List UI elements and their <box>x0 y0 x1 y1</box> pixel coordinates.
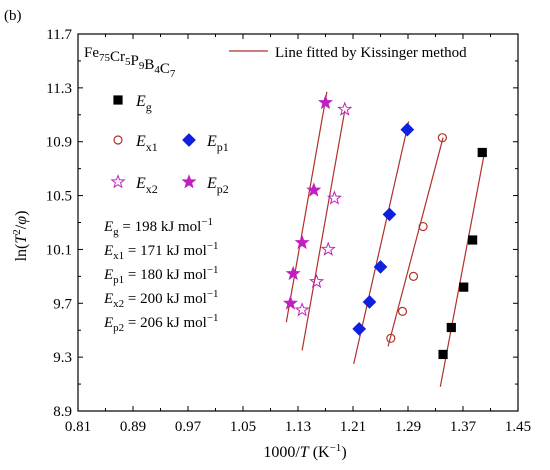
legend-marker-ep2 <box>181 174 197 189</box>
x-tick-label: 1.13 <box>285 419 311 435</box>
x-tick-label: 1.29 <box>395 419 421 435</box>
legend-label-ex2: Ex2 <box>135 175 158 196</box>
point-ep1 <box>400 122 415 137</box>
point-ep2 <box>282 295 298 310</box>
fit-line-ep2 <box>285 91 328 323</box>
point-ep1 <box>373 260 388 274</box>
point-ex2 <box>326 190 342 205</box>
point-ep2 <box>285 265 301 281</box>
fit-legend-label: Line fitted by Kissinger method <box>275 45 467 61</box>
data-points <box>282 94 487 360</box>
x-tick-label: 0.97 <box>175 419 202 435</box>
fit-line-eg <box>439 149 486 387</box>
legend-marker-ex1 <box>113 135 123 145</box>
y-tick-label: 10.9 <box>46 135 72 151</box>
fit-line-ep1 <box>353 121 410 365</box>
legend-marker-ex2 <box>110 174 126 189</box>
legend-item-eg: Eg <box>113 93 152 114</box>
y-axis-label: ln(T2/φ) <box>11 211 30 262</box>
y-tick-label: 10.5 <box>46 189 72 205</box>
marker-legend: Eg Ex1 Ep1 Ex2 Ep2 <box>110 93 229 196</box>
y-tick-label: 8.9 <box>53 404 72 420</box>
point-eg <box>459 282 469 292</box>
point-ep1 <box>362 295 377 309</box>
legend-item-ex2: Ex2 <box>110 174 158 196</box>
y-tick-label: 9.7 <box>53 296 72 312</box>
y-tick-label: 11.7 <box>46 27 72 43</box>
point-eg <box>446 322 456 333</box>
panel-label: (b) <box>4 8 22 24</box>
energy-ex2: Ex2 = 200 kJ mol−1 <box>103 288 219 310</box>
energy-ep1: Ep1 = 180 kJ mol−1 <box>103 264 219 286</box>
point-ep1 <box>352 322 367 336</box>
legend-label-eg: Eg <box>135 93 152 114</box>
legend-label-ep2: Ep2 <box>206 175 229 196</box>
point-eg <box>438 349 448 360</box>
x-tick-label: 1.21 <box>340 419 366 435</box>
point-ex1 <box>408 271 419 281</box>
x-tick-label: 1.05 <box>230 419 256 435</box>
fit-legend: Line fitted by Kissinger method <box>229 45 467 61</box>
energy-ex1: Ex1 = 171 kJ mol−1 <box>103 240 219 262</box>
legend-label-ep1: Ep1 <box>206 133 229 154</box>
y-tick-label: 9.3 <box>53 350 72 366</box>
point-ex1 <box>397 306 408 316</box>
point-ep2 <box>306 182 322 197</box>
energy-eg: Eg = 198 kJ mol−1 <box>103 216 213 238</box>
x-tick-label: 1.37 <box>450 419 477 435</box>
legend-item-ep1: Ep1 <box>182 133 229 154</box>
y-tick-label: 10.1 <box>46 242 72 258</box>
point-ex2 <box>320 241 336 256</box>
legend-marker-ep1 <box>182 133 196 147</box>
x-tick-label: 0.89 <box>120 419 146 435</box>
point-ex2 <box>309 273 325 289</box>
point-eg <box>468 235 478 245</box>
legend-item-ep2: Ep2 <box>181 174 229 196</box>
point-ex1 <box>386 333 396 343</box>
x-axis-label: 1000/T (K−1) <box>263 442 346 461</box>
fit-lines <box>285 91 486 387</box>
point-ex1 <box>437 133 447 143</box>
y-tick-label: 11.3 <box>46 81 72 97</box>
fit-line-ex1 <box>387 137 444 347</box>
legend-marker-eg <box>113 95 123 105</box>
fit-line-ex2 <box>301 110 346 351</box>
x-tick-label: 1.45 <box>505 419 531 435</box>
point-ep2 <box>294 234 310 250</box>
alloy-composition: Fe75Cr5P9B4C7 <box>84 45 176 80</box>
legend-label-ex1: Ex1 <box>135 133 158 154</box>
energy-ep2: Ep2 = 206 kJ mol−1 <box>103 312 219 334</box>
point-eg <box>477 147 487 158</box>
plot-axes: 0.81 0.89 0.97 1.05 1.13 1.21 1.29 1.37 1.45 8.9 9… <box>46 27 531 435</box>
point-ep2 <box>317 94 334 110</box>
point-ex2 <box>294 302 310 317</box>
legend-item-ex1: Ex1 <box>113 133 158 154</box>
point-ep1 <box>382 207 397 222</box>
point-ex1 <box>418 221 428 232</box>
x-tick-label: 0.81 <box>65 419 91 435</box>
point-ex2 <box>337 101 353 116</box>
